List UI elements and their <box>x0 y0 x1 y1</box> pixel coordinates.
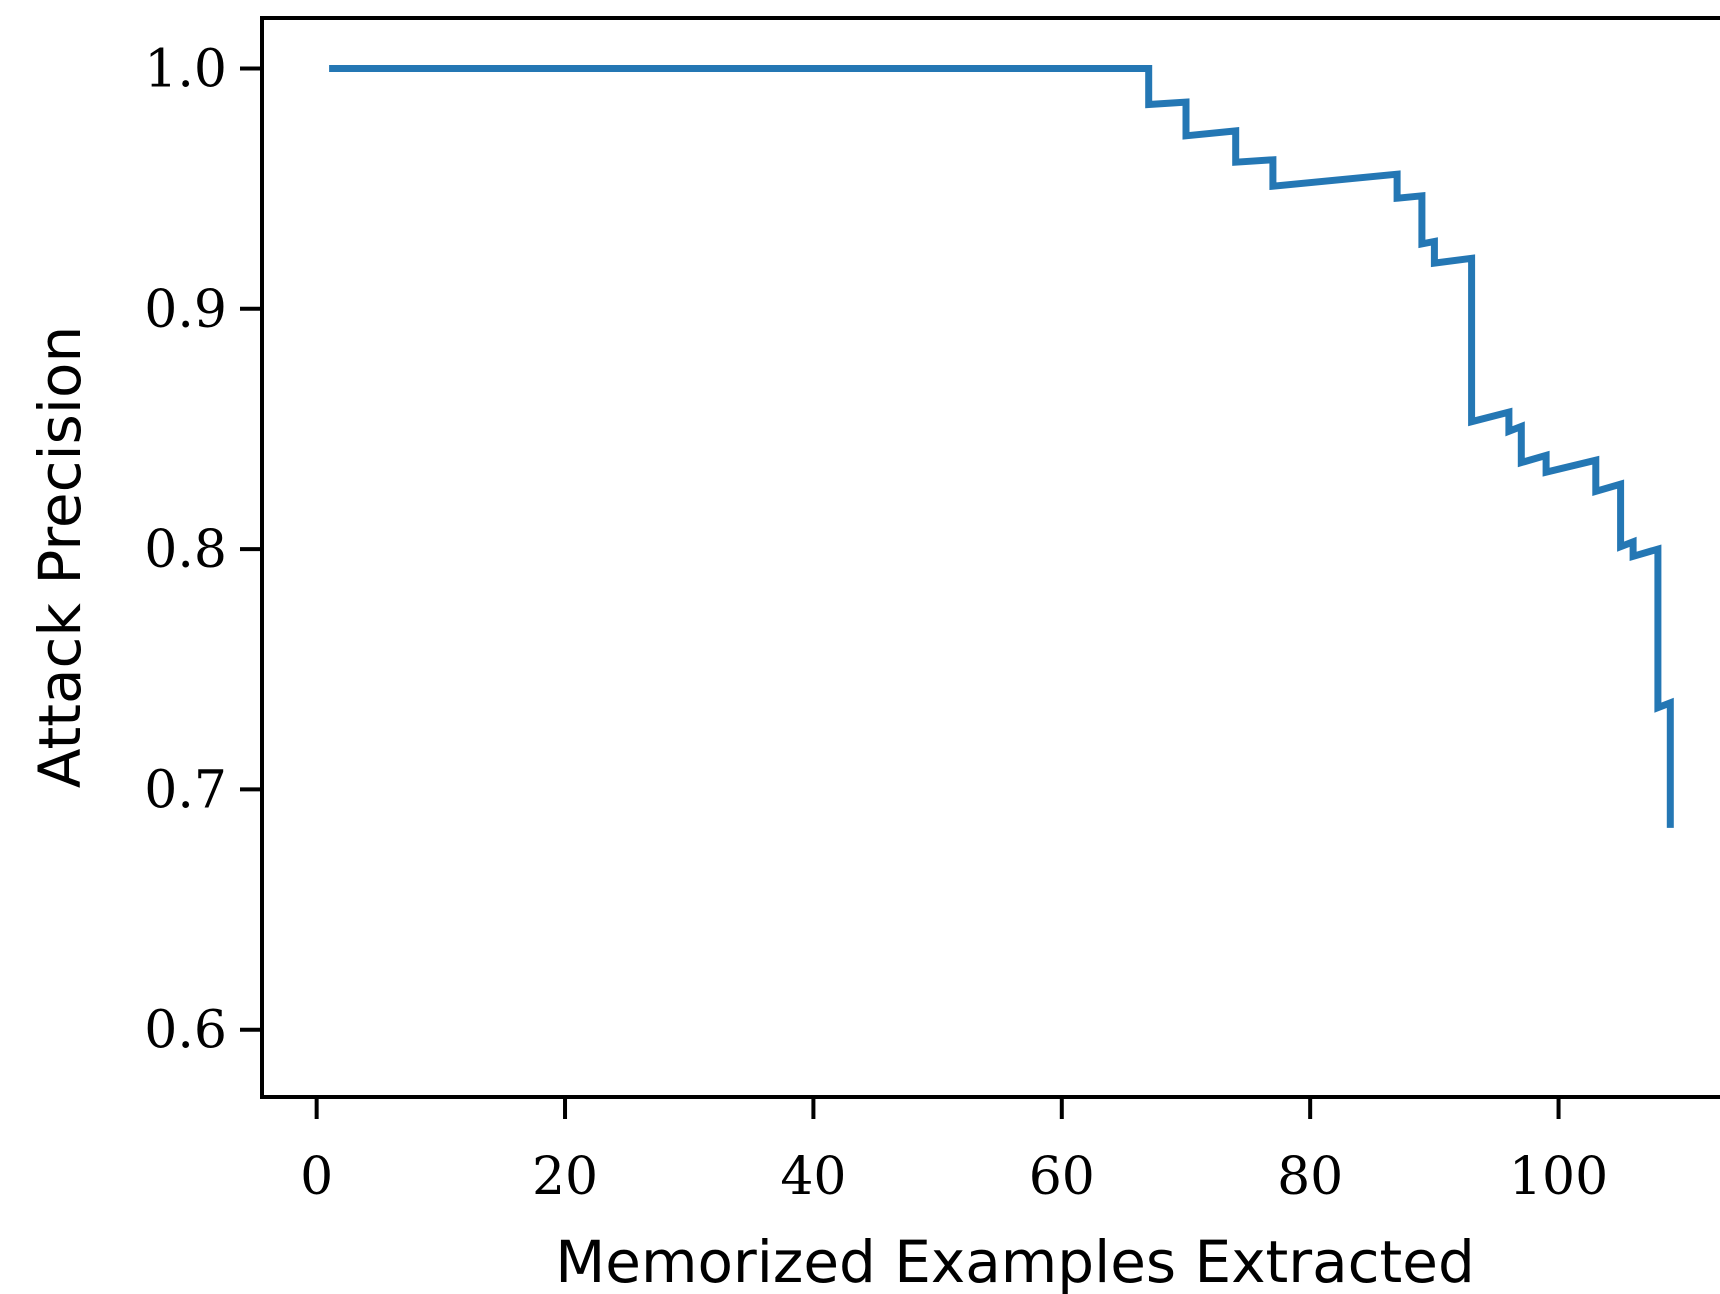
y-tick-label: 0.7 <box>144 760 227 820</box>
x-axis-ticks: 0 20 40 60 80 100 <box>300 1097 1608 1207</box>
x-tick-label: 100 <box>1509 1147 1608 1207</box>
x-tick-label: 0 <box>300 1147 333 1207</box>
x-tick-label: 20 <box>532 1147 598 1207</box>
x-axis-label: Memorized Examples Extracted <box>555 1228 1475 1294</box>
x-tick-label: 40 <box>780 1147 846 1207</box>
plot-area <box>260 16 1720 1099</box>
y-axis-ticks: 0.6 0.7 0.8 0.9 1.0 <box>144 39 262 1061</box>
precision-series-line <box>329 65 1674 828</box>
series-layer <box>329 65 1674 828</box>
y-tick-label: 0.8 <box>144 520 227 580</box>
x-tick-label: 60 <box>1029 1147 1095 1207</box>
x-tick-label: 80 <box>1277 1147 1343 1207</box>
y-tick-label: 1.0 <box>144 39 227 99</box>
y-tick-label: 0.9 <box>144 280 227 340</box>
y-axis-label: Attack Precision <box>26 326 94 788</box>
y-tick-label: 0.6 <box>144 1001 227 1061</box>
